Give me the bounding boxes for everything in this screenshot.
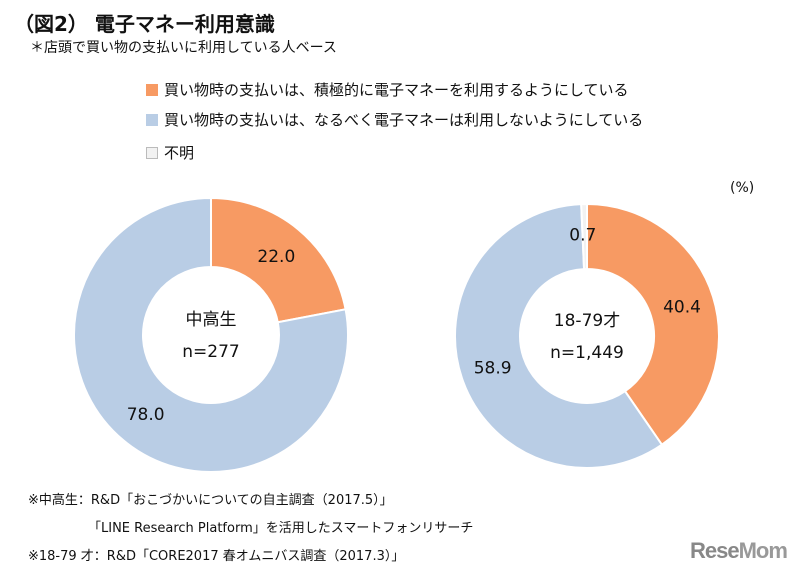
center-label: n=1,449 bbox=[550, 343, 624, 363]
data-label: 0.7 bbox=[569, 226, 596, 246]
donut-slice bbox=[586, 202, 720, 447]
legend-item-active: 買い物時の支払いは、積極的に電子マネーを利用するようにしている bbox=[146, 79, 629, 100]
data-label: 40.4 bbox=[663, 297, 701, 317]
legend-label: 不明 bbox=[164, 144, 195, 162]
data-label: 78.0 bbox=[127, 405, 165, 425]
legend-item-unknown: 不明 bbox=[146, 142, 194, 163]
legend-swatch bbox=[146, 83, 158, 96]
legend-label: 買い物時の支払いは、なるべく電子マネーは利用しないようにしている bbox=[164, 111, 644, 129]
donut-slice bbox=[73, 196, 349, 473]
legend-item-not-use: 買い物時の支払いは、なるべく電子マネーは利用しないようにしている bbox=[146, 109, 643, 130]
legend-swatch bbox=[146, 146, 158, 159]
note-3: ※18-79 才：R&D「CORE2017 春オムニバス調査（2017.3）」 bbox=[28, 549, 405, 564]
chart-subtitle: ＊店頭で買い物の支払いに利用している人ベース bbox=[30, 40, 337, 56]
donut-slice bbox=[580, 202, 588, 271]
center-label: 18-79才 bbox=[554, 311, 620, 331]
center-label: n=277 bbox=[182, 342, 239, 362]
unit-label: (%) bbox=[730, 180, 755, 196]
legend-label: 買い物時の支払いは、積極的に電子マネーを利用するようにしている bbox=[164, 81, 629, 99]
chart-title: （図2） 電子マネー利用意識 bbox=[14, 12, 275, 36]
center-label: 中高生 bbox=[186, 310, 237, 330]
data-label: 58.9 bbox=[474, 359, 512, 379]
legend-swatch bbox=[146, 113, 158, 126]
donut-slice bbox=[454, 203, 664, 469]
donut-slice bbox=[210, 196, 347, 324]
note-1: ※中高生：R&D「おこづかいについての自主調査（2017.5）」 bbox=[28, 493, 393, 508]
note-2: 「LINE Research Platform」を活用したスマートフォンリサーチ bbox=[88, 521, 474, 536]
resemom-logo: ReseMom bbox=[690, 538, 788, 563]
data-label: 22.0 bbox=[257, 247, 295, 267]
